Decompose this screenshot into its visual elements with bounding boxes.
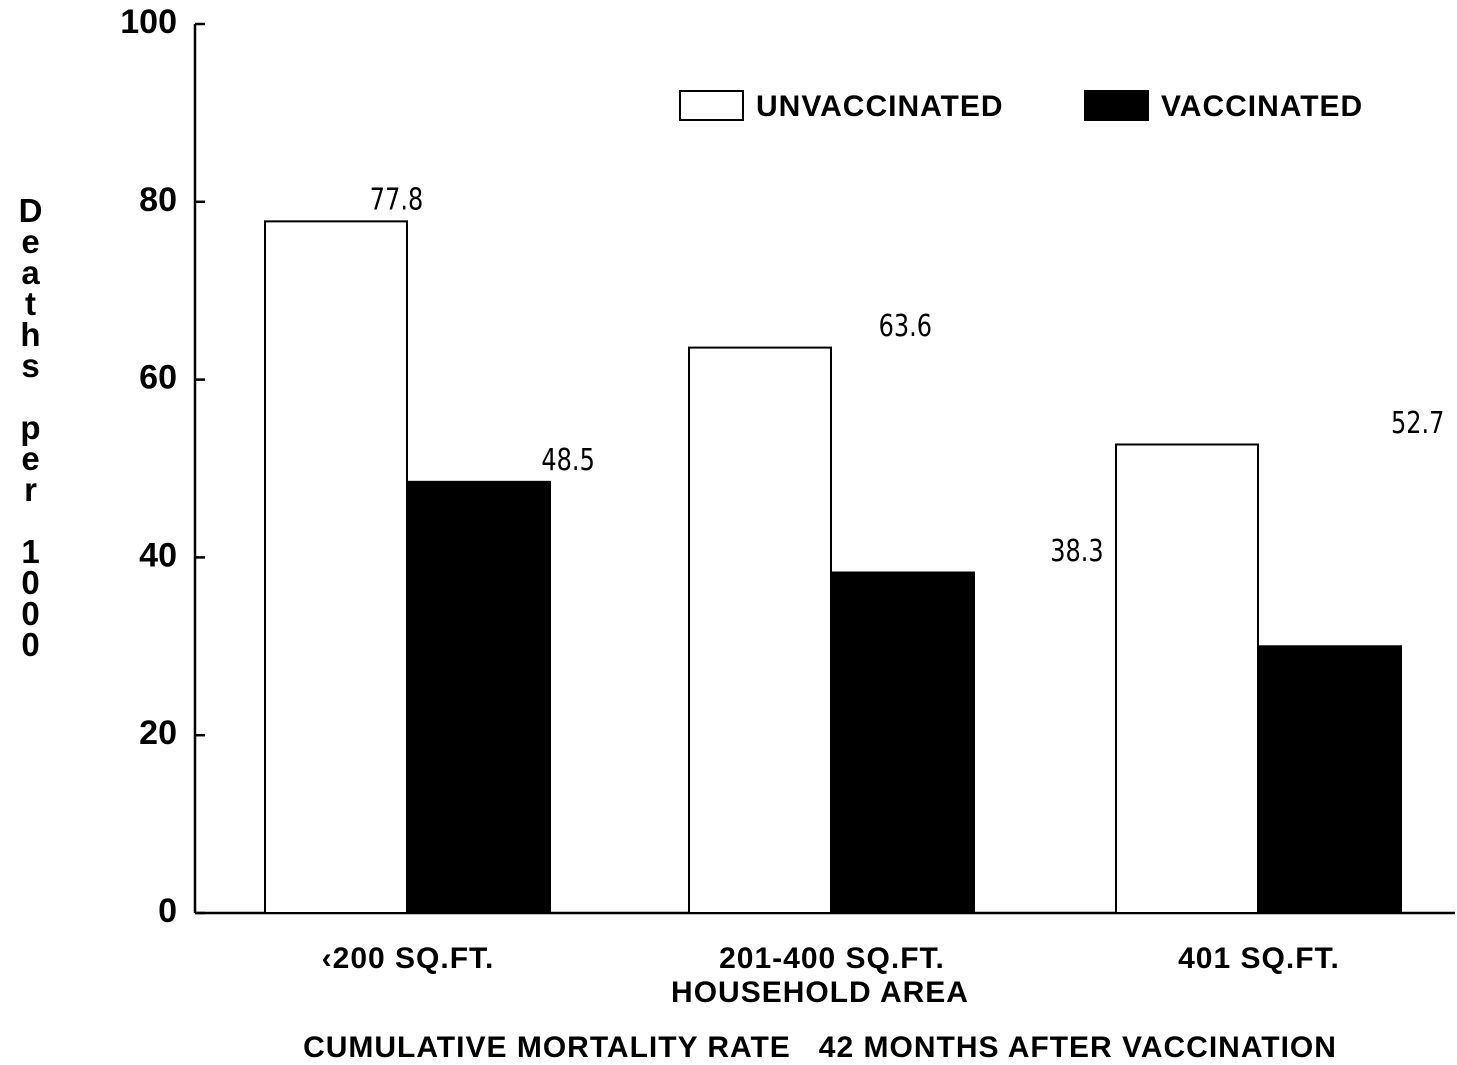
x-axis-label: HOUSEHOLD AREA xyxy=(671,976,969,1009)
value-label: 38.3 xyxy=(1050,534,1103,568)
y-tick-label: 20 xyxy=(139,714,177,752)
caption: CUMULATIVE MORTALITY RATE 42 MONTHS AFTE… xyxy=(303,1031,1337,1064)
y-tick-label: 0 xyxy=(158,892,177,930)
legend-label: UNVACCINATED xyxy=(756,90,1004,123)
value-label: 63.6 xyxy=(879,309,932,343)
legend-swatch xyxy=(1084,90,1149,121)
y-tick-label: 80 xyxy=(139,181,177,219)
bar xyxy=(688,346,832,914)
bar xyxy=(407,480,551,914)
bar xyxy=(1115,443,1259,914)
x-tick-label: 201-400 SQ.FT. xyxy=(719,942,945,975)
y-tick-label: 40 xyxy=(139,536,177,574)
y-tick-label: 100 xyxy=(120,3,177,41)
bar xyxy=(264,220,408,915)
value-label: 48.5 xyxy=(541,444,594,478)
legend-label: VACCINATED xyxy=(1161,90,1363,123)
bar xyxy=(831,571,975,914)
y-tick-label: 60 xyxy=(139,359,177,397)
value-label: 52.7 xyxy=(1391,406,1444,440)
bar xyxy=(1258,645,1402,914)
value-label: 77.8 xyxy=(370,183,423,217)
legend-swatch xyxy=(679,90,744,121)
x-tick-label: 401 SQ.FT. xyxy=(1178,942,1340,975)
y-axis-label: Deaths per 1000 xyxy=(12,192,49,657)
x-tick-label: ‹200 SQ.FT. xyxy=(322,942,495,975)
